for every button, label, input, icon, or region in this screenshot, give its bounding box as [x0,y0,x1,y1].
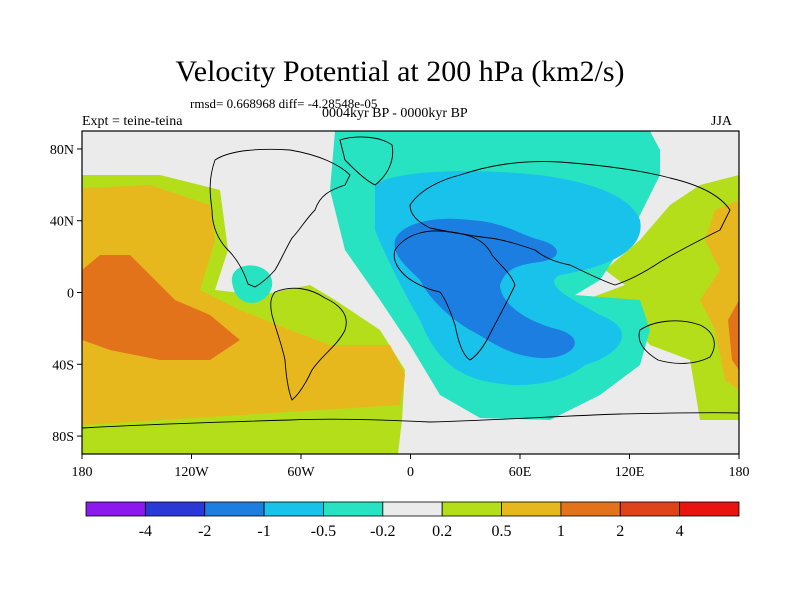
colorbar: -4 -2 -1 -0.5 -0.2 0.2 0.5 1 2 4 [85,501,740,540]
contour-fill-central-america [231,265,273,303]
coastline-south-america [270,287,347,401]
contour-fill-0p5-1-east [700,200,739,390]
chart-title: Velocity Potential at 200 hPa (km2/s) [175,55,625,88]
colorbar-label: -4 [139,523,152,540]
colorbar-label: 0.2 [432,523,452,540]
contour-fill-0p2-0p5-east [585,175,739,420]
y-tick-label: 40N [50,215,74,230]
y-tick-label: 80N [50,143,74,158]
filled-contours [82,131,739,454]
colorbar-label: -2 [198,523,211,540]
colorbar-label: -0.5 [311,523,336,540]
colorbar-label: 2 [616,523,624,540]
x-tick-label: 120E [615,465,645,480]
colorbar-label: 1 [557,523,565,540]
contour-fill-1-2-east [728,300,739,370]
colorbar-label: 4 [676,523,684,540]
colorbar-swatch [204,501,265,517]
colorbar-swatch [323,501,384,517]
colorbar-label: 0.5 [492,523,512,540]
coastline-africa [393,230,516,361]
colorbar-label: -1 [257,523,270,540]
colorbar-swatch [144,501,206,517]
y-axis: 80N 40N 0 40S 80S [50,143,82,445]
x-tick-label: 180 [729,465,750,480]
coastline-north-america [209,148,351,288]
coastline-australia [638,320,715,364]
x-tick-label: 60W [287,465,315,480]
stats-subtitle: rmsd= 0.668968 diff= -4.28548e-05 [190,96,378,111]
colorbar-swatch [501,501,562,517]
contour-fill-neg1-neg2 [394,218,575,359]
y-tick-label: 0 [67,287,74,302]
x-tick-label: 60E [509,465,532,480]
colorbar-swatch [382,501,443,517]
contour-fill-0p5-1 [82,185,405,425]
period-subtitle: 0004kyr BP - 0000kyr BP [322,106,468,121]
colorbar-label: -0.2 [370,523,395,540]
y-tick-label: 40S [52,358,74,373]
experiment-label: Expt = teine-teina [82,114,183,129]
colorbar-swatch [85,501,146,517]
colorbar-swatch [263,501,324,517]
colorbar-swatch [441,501,502,517]
contour-fill-neutral-north [655,131,739,160]
colorbar-swatch [619,501,681,517]
coastline-antarctica [82,412,739,429]
x-tick-label: 120W [174,465,209,480]
coastline-greenland [339,136,394,186]
x-axis: 180 120W 60W 0 60E 120E 180 [72,454,750,480]
x-tick-label: 0 [407,465,414,480]
coastlines [82,136,739,429]
colorbar-swatch [679,501,740,517]
y-tick-label: 80S [52,430,74,445]
coastline-eurasia [409,161,731,286]
colorbar-swatch [560,501,621,517]
x-tick-label: 180 [72,465,93,480]
season-label: JJA [711,114,733,129]
contour-fill-1-2 [82,255,240,360]
